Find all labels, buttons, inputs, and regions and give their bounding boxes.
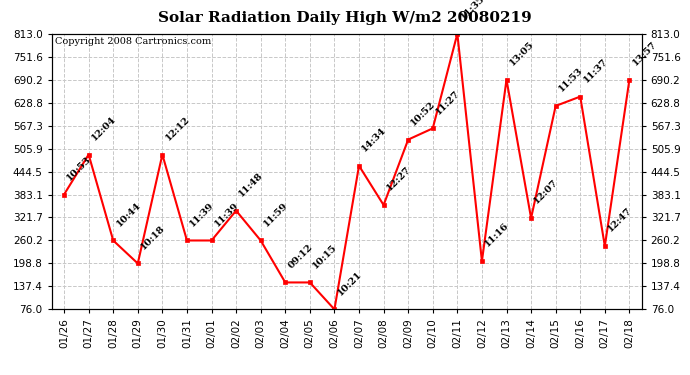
- Text: 12:04: 12:04: [90, 114, 118, 142]
- Text: 10:52: 10:52: [409, 99, 437, 127]
- Text: 10:44: 10:44: [115, 200, 142, 228]
- Text: 11:35: 11:35: [459, 0, 486, 21]
- Text: 12:07: 12:07: [532, 178, 560, 206]
- Text: 10:21: 10:21: [335, 269, 364, 297]
- Text: 10:53: 10:53: [66, 154, 93, 182]
- Text: 10:15: 10:15: [311, 242, 339, 270]
- Text: 11:39: 11:39: [213, 200, 241, 228]
- Text: 11:53: 11:53: [557, 66, 584, 93]
- Text: 12:12: 12:12: [164, 114, 191, 142]
- Text: 14:34: 14:34: [360, 126, 388, 153]
- Text: 13:57: 13:57: [631, 39, 658, 67]
- Text: Solar Radiation Daily High W/m2 20080219: Solar Radiation Daily High W/m2 20080219: [158, 11, 532, 25]
- Text: 13:05: 13:05: [508, 39, 535, 67]
- Text: 11:27: 11:27: [434, 88, 462, 116]
- Text: Copyright 2008 Cartronics.com: Copyright 2008 Cartronics.com: [55, 36, 211, 45]
- Text: 11:48: 11:48: [237, 171, 265, 198]
- Text: 11:39: 11:39: [188, 200, 216, 228]
- Text: 11:16: 11:16: [483, 221, 511, 249]
- Text: 09:12: 09:12: [286, 242, 315, 270]
- Text: 12:27: 12:27: [385, 165, 413, 193]
- Text: 11:37: 11:37: [582, 56, 609, 84]
- Text: 11:59: 11:59: [262, 200, 290, 228]
- Text: 12:47: 12:47: [606, 206, 634, 234]
- Text: 10:18: 10:18: [139, 223, 167, 251]
